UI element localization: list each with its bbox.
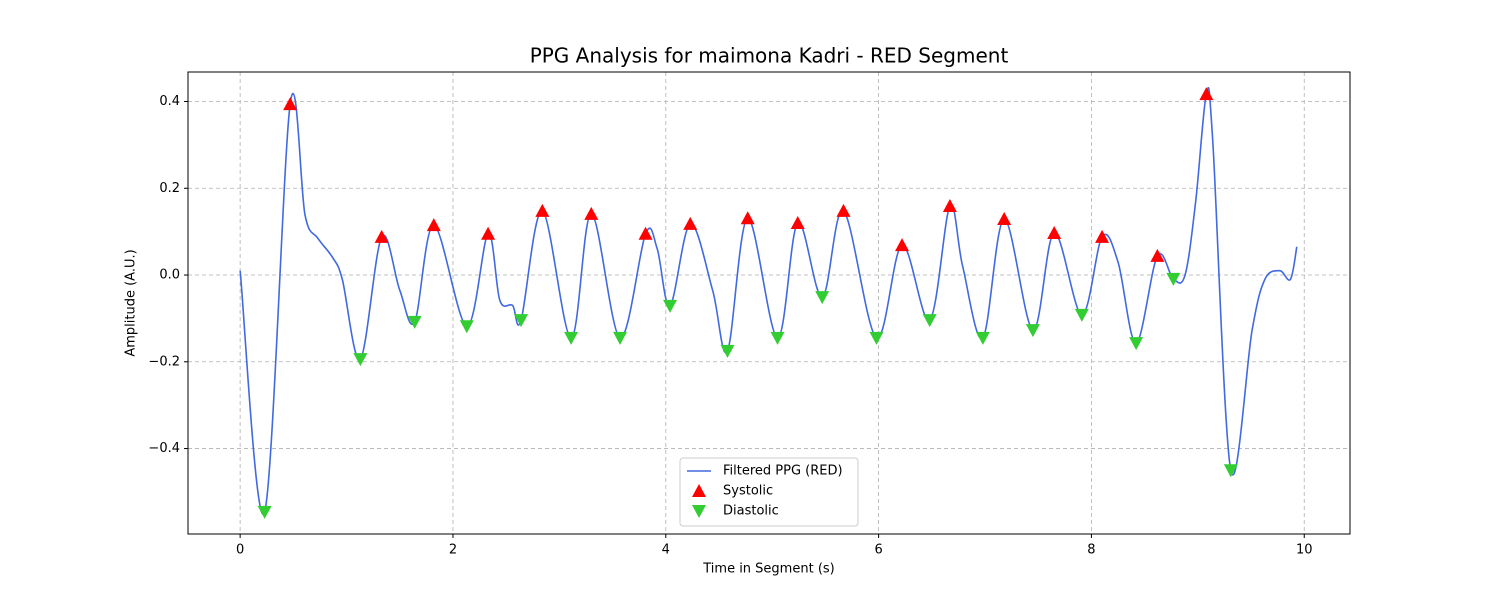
plot-frame [187,71,1351,535]
diastolic-marker [564,331,579,345]
diastolic-marker [770,331,785,345]
systolic-marker [1199,87,1214,101]
x-tick-label: 0 [236,543,244,558]
x-tick-label: 2 [449,543,457,558]
systolic-marker [638,226,653,240]
diastolic-marker [663,299,678,313]
y-tick-label: −0.2 [148,354,180,369]
systolic-marker [584,206,599,220]
diastolic-marker [613,331,628,345]
diastolic-marker [720,344,735,358]
y-tick-label: 0.4 [159,94,180,109]
diastolic-marker [1223,464,1238,478]
legend: Filtered PPG (RED) Systolic Diastolic [679,457,859,527]
legend-marker [692,505,706,518]
systolic-marker [1150,248,1165,262]
diastolic-marker [869,331,884,345]
systolic-marker [790,215,805,229]
y-tick-label: 0.2 [159,181,180,196]
systolic-marker [535,203,550,217]
systolic-marker [942,199,957,213]
x-tick-label: 6 [874,543,882,558]
systolic-marker [895,238,910,252]
systolic-marker [997,212,1012,226]
systolic-marker [836,203,851,217]
chart-title: PPG Analysis for maimona Kadri - RED Seg… [530,44,1009,68]
diastolic-marker [514,314,529,328]
systolic-marker [481,226,496,240]
diastolic-marker [975,331,990,345]
diastolic-marker [407,315,422,329]
x-tick-label: 10 [1296,543,1313,558]
legend-box [679,457,859,527]
legend-label: Systolic [723,484,773,499]
legend-marker [692,484,706,497]
systolic-marker [740,211,755,225]
x-axis-label: Time in Segment (s) [702,562,834,577]
diastolic-marker [815,291,830,305]
y-tick-label: 0.0 [159,268,180,283]
x-tick-label: 8 [1087,543,1095,558]
ppg-line [239,86,1298,516]
systolic-marker [426,218,441,232]
diastolic-marker [1129,337,1144,351]
diastolic-marker [353,353,368,367]
legend-label: Diastolic [723,504,779,519]
diastolic-marker [1074,308,1089,322]
systolic-marker [283,97,298,111]
legend-label: Filtered PPG (RED) [723,464,843,479]
y-tick-label: −0.4 [148,441,180,456]
systolic-marker [1047,225,1062,239]
y-axis-label: Amplitude (A.U.) [124,249,139,356]
diastolic-marker [1166,272,1181,286]
x-tick-label: 4 [662,543,670,558]
diastolic-marker [257,505,272,519]
diastolic-marker [1025,324,1040,338]
diastolic-marker [459,320,474,334]
systolic-marker [374,229,389,243]
systolic-marker [1095,229,1110,243]
diastolic-marker [922,314,937,328]
systolic-marker [683,216,698,230]
